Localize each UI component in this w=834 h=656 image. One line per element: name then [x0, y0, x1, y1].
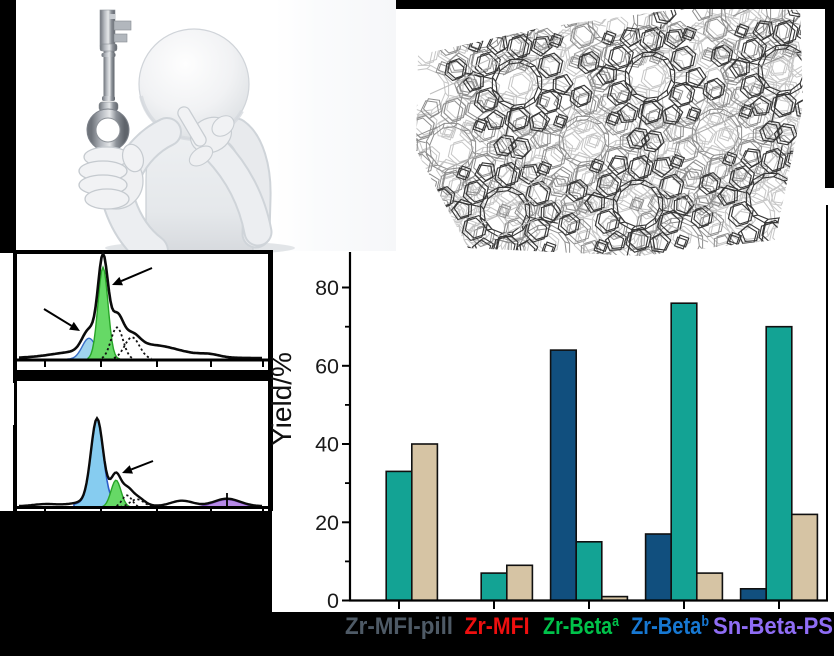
- svg-text:Zr-Betab: Zr-Betab: [631, 613, 709, 640]
- svg-text:60: 60: [315, 354, 339, 378]
- svg-text:80: 80: [315, 276, 339, 300]
- svg-text:Sn-Beta-PS: Sn-Beta-PS: [713, 613, 833, 640]
- svg-text:40: 40: [315, 433, 339, 457]
- svg-text:Zr-Betaa: Zr-Betaa: [543, 613, 620, 640]
- svg-text:Yield/%: Yield/%: [266, 352, 297, 446]
- svg-text:20: 20: [315, 511, 339, 535]
- svg-text:0: 0: [327, 589, 339, 613]
- svg-text:Zr-MFI-pill: Zr-MFI-pill: [345, 613, 453, 640]
- svg-text:Zr-MFI: Zr-MFI: [465, 613, 530, 640]
